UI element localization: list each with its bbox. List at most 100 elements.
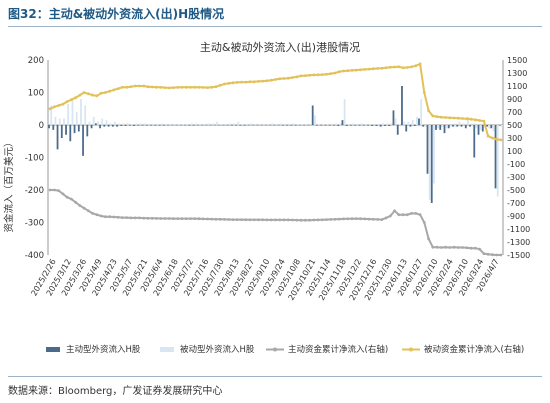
passive-cumulative-point xyxy=(99,91,103,95)
legend-label: 被动资金累计净流入(右轴) xyxy=(424,344,524,355)
bar-layer xyxy=(48,86,503,203)
passive-bar xyxy=(262,124,265,125)
active-bar xyxy=(269,125,272,126)
active-bar xyxy=(69,125,72,142)
passive-bar xyxy=(67,103,70,125)
passive-cumulative-point xyxy=(329,72,333,75)
active-bar xyxy=(324,125,327,126)
passive-cumulative-point xyxy=(367,67,371,71)
active-bar xyxy=(73,125,76,134)
source-divider xyxy=(8,376,542,377)
passive-bar xyxy=(288,124,291,125)
active-bar xyxy=(116,125,118,127)
passive-bar xyxy=(411,120,414,125)
active-cumulative-point xyxy=(461,246,464,249)
y2-tick-label: -100 xyxy=(507,160,525,169)
active-cumulative-point xyxy=(189,217,192,221)
passive-bar xyxy=(71,100,74,125)
passive-bar xyxy=(58,118,61,125)
active-bar xyxy=(498,125,501,126)
source-note: 数据来源：Bloomberg，广发证券发展研究中心 xyxy=(8,386,223,397)
active-cumulative-point xyxy=(397,213,401,217)
active-bar xyxy=(490,125,493,129)
passive-cumulative-point xyxy=(274,78,277,81)
active-bar xyxy=(337,125,340,126)
active-bar xyxy=(405,125,408,132)
passive-cumulative-point xyxy=(210,85,214,89)
active-bar xyxy=(384,125,386,126)
active-bar xyxy=(120,125,123,126)
passive-cumulative-point xyxy=(206,86,209,89)
active-cumulative-point xyxy=(155,217,158,220)
passive-bar xyxy=(245,124,248,125)
active-bar xyxy=(265,125,267,126)
active-cumulative-point xyxy=(457,246,460,249)
passive-cumulative-point xyxy=(116,87,120,90)
active-bar xyxy=(464,125,467,129)
active-cumulative-point xyxy=(252,218,256,222)
passive-bar xyxy=(424,125,427,127)
passive-cumulative-point xyxy=(478,119,481,122)
passive-bar xyxy=(228,123,231,125)
active-cumulative-point xyxy=(61,192,65,196)
active-bar xyxy=(171,125,174,126)
active-bar xyxy=(90,125,93,129)
active-cumulative-point xyxy=(359,217,362,221)
active-cumulative-point xyxy=(410,212,413,215)
active-cumulative-point xyxy=(167,217,171,220)
passive-cumulative-point xyxy=(312,73,316,77)
passive-bar xyxy=(364,124,367,125)
active-cumulative-point xyxy=(312,218,316,222)
passive-cumulative-point xyxy=(53,105,56,109)
passive-cumulative-point xyxy=(342,69,345,73)
active-bar xyxy=(273,125,276,126)
active-cumulative-point xyxy=(235,218,239,222)
active-bar xyxy=(277,125,280,126)
active-cumulative-point xyxy=(427,237,430,241)
active-bar xyxy=(320,125,323,126)
active-cumulative-point xyxy=(405,213,409,217)
passive-cumulative-point xyxy=(359,68,362,72)
active-cumulative-point xyxy=(104,215,107,219)
passive-cumulative-point xyxy=(201,86,205,89)
active-cumulative-point xyxy=(333,217,337,221)
active-bar xyxy=(286,125,289,126)
active-bar xyxy=(82,125,84,156)
y-tick-label: 200 xyxy=(28,56,44,66)
active-bar xyxy=(328,125,331,126)
active-bar xyxy=(213,125,216,126)
passive-cumulative-point xyxy=(78,93,82,97)
legend-swatch xyxy=(160,347,174,352)
passive-cumulative-point xyxy=(278,77,282,81)
passive-bar xyxy=(420,99,423,125)
active-cumulative-point xyxy=(163,217,167,220)
active-cumulative-point xyxy=(146,216,150,220)
passive-cumulative-point xyxy=(282,77,286,80)
passive-cumulative-point xyxy=(265,79,269,83)
active-cumulative-point xyxy=(138,216,141,220)
legend-swatch xyxy=(46,347,60,352)
legend-swatch-marker xyxy=(409,347,413,352)
active-cumulative-point xyxy=(316,218,320,222)
active-cumulative-point xyxy=(495,253,498,257)
passive-bar xyxy=(173,124,176,125)
passive-bar xyxy=(279,123,282,125)
active-cumulative-point xyxy=(261,218,265,222)
passive-cumulative-point xyxy=(388,65,392,69)
y-tick-label: -300 xyxy=(25,219,44,229)
passive-bar xyxy=(63,118,65,125)
active-bar xyxy=(230,125,233,126)
active-cumulative-point xyxy=(337,217,341,221)
y2-tick-label: -300 xyxy=(507,173,525,182)
active-bar xyxy=(316,125,318,126)
passive-cumulative-point xyxy=(474,118,477,122)
title-divider xyxy=(8,26,542,27)
legend-label: 被动型外资流入H股 xyxy=(180,344,255,355)
passive-bar xyxy=(224,124,227,125)
active-bar xyxy=(469,125,471,127)
passive-bar xyxy=(258,124,261,125)
passive-bar xyxy=(190,123,193,125)
active-cumulative-point xyxy=(197,217,201,221)
active-cumulative-point xyxy=(418,213,422,217)
active-bar xyxy=(392,110,395,125)
